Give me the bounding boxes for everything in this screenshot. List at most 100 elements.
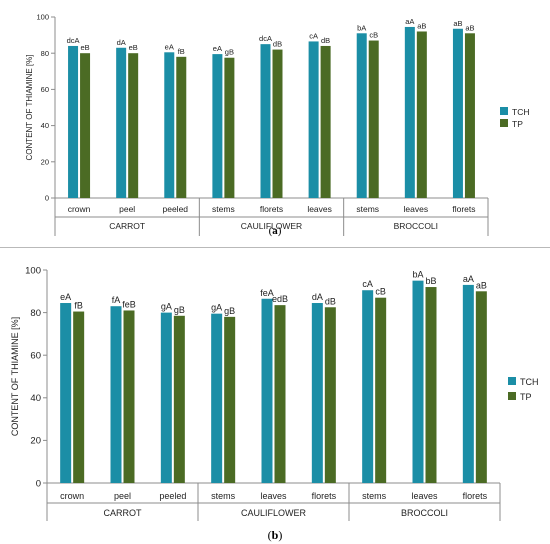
category-label: peel — [119, 204, 135, 214]
data-label: dA — [117, 38, 126, 47]
data-label: feB — [122, 299, 136, 309]
legend-label-tp: TP — [520, 392, 532, 402]
bar-tp-leaves — [425, 287, 437, 483]
bar-tp-peel — [128, 53, 139, 199]
panel-caption: (b) — [268, 528, 283, 542]
data-label: aB — [453, 19, 462, 28]
data-label: gA — [161, 302, 172, 312]
data-label: dcA — [259, 34, 272, 43]
bar-tp-florets — [475, 291, 487, 483]
y-tick-label: 40 — [41, 121, 49, 130]
bar-tp-peeled — [173, 315, 185, 483]
y-axis-label: CONTENT OF THIAMINE [%] — [25, 55, 34, 161]
bar-tp-leaves — [416, 31, 427, 199]
bar-tch-stems — [362, 290, 374, 483]
y-tick-label: 20 — [30, 436, 41, 447]
bar-tp-florets — [272, 49, 283, 198]
data-label: dB — [321, 36, 330, 45]
bar-tch-florets — [462, 284, 474, 483]
y-tick-label: 40 — [30, 393, 41, 404]
bar-tp-peeled — [176, 56, 187, 198]
bar-tp-stems — [224, 57, 235, 198]
bar-tp-peel — [123, 310, 135, 483]
category-label: stems — [362, 491, 387, 501]
y-tick-label: 60 — [41, 85, 49, 94]
bar-tp-crown — [73, 311, 85, 483]
bar-tch-peel — [116, 47, 127, 198]
category-label: florets — [463, 491, 488, 501]
data-label: eA — [165, 42, 174, 51]
data-label: bA — [357, 23, 366, 32]
panel-divider — [0, 247, 550, 248]
y-axis-label: CONTENT OF THIAMINE [%] — [10, 317, 20, 436]
bar-tch-leaves — [404, 26, 415, 198]
bar-tch-florets — [260, 44, 271, 199]
data-label: cA — [362, 279, 373, 289]
data-label: feA — [260, 288, 274, 298]
bar-tch-peel — [110, 306, 122, 483]
bar-tch-peeled — [164, 52, 175, 198]
category-label: leaves — [260, 491, 287, 501]
group-label: CARROT — [104, 508, 143, 518]
data-label: dA — [312, 292, 323, 302]
data-label: dcA — [67, 36, 80, 45]
data-label: aB — [417, 21, 426, 30]
data-label: bB — [425, 276, 436, 286]
category-label: peel — [114, 491, 131, 501]
data-label: fA — [112, 295, 121, 305]
data-label: gB — [174, 305, 185, 315]
data-label: cA — [309, 31, 318, 40]
data-label: gB — [225, 48, 234, 57]
data-label: eA — [213, 44, 222, 53]
legend-swatch-tch — [508, 377, 516, 385]
panel-caption: (a) — [269, 225, 282, 237]
data-label: eB — [80, 43, 89, 52]
category-label: crown — [68, 204, 91, 214]
bar-tch-leaves — [412, 280, 424, 483]
category-label: florets — [452, 204, 475, 214]
bar-tp-stems — [224, 316, 236, 483]
y-tick-label: 80 — [41, 49, 49, 58]
data-label: gB — [224, 306, 235, 316]
legend-label-tch: TCH — [512, 107, 529, 117]
bar-tch-florets — [311, 303, 323, 483]
bar-tch-leaves — [308, 41, 319, 199]
bar-tch-leaves — [261, 298, 273, 483]
category-label: leaves — [411, 491, 438, 501]
bar-tp-stems — [375, 297, 387, 483]
y-tick-label: 100 — [25, 265, 41, 276]
bar-tch-stems — [211, 313, 223, 483]
legend-label-tch: TCH — [520, 377, 539, 387]
chart-panel-b: CONTENT OF THIAMINE [%] 0 20 40 60 80 100 eA fB c… — [0, 254, 550, 544]
data-label: fB — [74, 301, 83, 311]
legend-swatch-tch — [500, 107, 508, 115]
group-label: CAULIFLOWER — [241, 221, 302, 231]
y-tick-label: 60 — [30, 351, 41, 362]
y-tick-label: 80 — [30, 308, 41, 319]
bar-tp-leaves — [320, 45, 331, 199]
chart-a: CONTENT OF THIAMINE [%]020406080100dcAeB… — [25, 13, 529, 237]
data-label: dB — [273, 40, 282, 49]
bar-tp-stems — [368, 40, 379, 198]
data-label: gA — [211, 303, 222, 313]
category-label: leaves — [307, 204, 332, 214]
category-label: florets — [312, 491, 337, 501]
legend-label-tp: TP — [512, 119, 523, 129]
data-label: eA — [60, 292, 71, 302]
category-label: stems — [211, 491, 236, 501]
category-label: peeled — [163, 204, 189, 214]
group-label: CARROT — [109, 221, 145, 231]
bar-tp-florets — [324, 307, 336, 483]
y-tick-label: 0 — [36, 478, 41, 489]
data-label: fB — [178, 47, 185, 56]
bar-tch-peeled — [160, 312, 172, 483]
category-label: crown — [60, 491, 84, 501]
data-label: aA — [405, 17, 414, 26]
category-label: leaves — [404, 204, 429, 214]
data-label: aB — [465, 23, 474, 32]
category-label: florets — [260, 204, 283, 214]
category-label: stems — [356, 204, 379, 214]
data-label: cB — [369, 31, 378, 40]
